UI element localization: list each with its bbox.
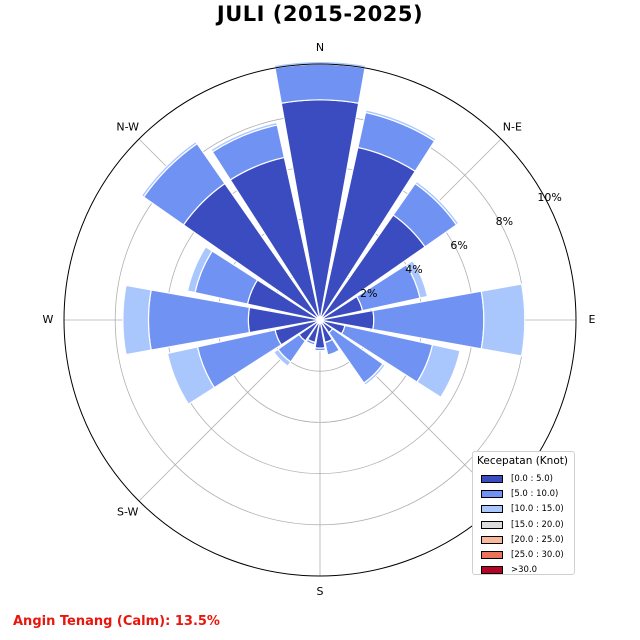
bar-NW-2 — [140, 140, 198, 198]
legend-item: [20.0 : 25.0) — [477, 532, 570, 547]
legend-swatch — [481, 520, 503, 529]
legend-label: >30.0 — [511, 565, 538, 576]
legend: Kecepatan (Knot) [0.0 : 5.0) [5.0 : 10.0)… — [472, 451, 575, 575]
legend-label: [15.0 : 20.0) — [511, 519, 564, 530]
radial-tick-labels: 2% 4% 6% 8% 10% — [360, 191, 562, 300]
bar-S-1 — [313, 347, 327, 352]
legend-label: [5.0 : 10.0) — [511, 488, 559, 499]
legend-swatch — [481, 535, 503, 544]
bar-WSW-2 — [166, 346, 216, 406]
bar-E-2 — [480, 283, 526, 357]
legend-swatch — [481, 505, 503, 514]
direction-label-N-W: N-W — [116, 121, 139, 134]
wind-rose-bars — [122, 60, 526, 406]
radial-tick-label: 8% — [496, 215, 513, 228]
direction-label-N: N — [316, 41, 324, 54]
legend-item: [0.0 : 5.0) — [477, 471, 570, 486]
direction-label-S: S — [317, 585, 324, 598]
direction-label-E: E — [589, 313, 596, 326]
legend-item: [10.0 : 15.0) — [477, 502, 570, 517]
bar-ENE-2 — [405, 259, 429, 299]
bar-W-2 — [122, 284, 152, 356]
polar-frame — [63, 63, 577, 577]
legend-swatch — [481, 489, 503, 498]
bar-N-1 — [274, 63, 366, 104]
legend-swatch — [481, 551, 503, 560]
bar-SW-2 — [272, 348, 292, 368]
legend-swatch — [481, 474, 503, 483]
legend-swatch — [481, 566, 503, 575]
legend-label: [10.0 : 15.0) — [511, 504, 564, 515]
direction-label-S-W: S-W — [117, 505, 139, 518]
legend-item: [5.0 : 10.0) — [477, 486, 570, 501]
radial-tick-label: 4% — [405, 263, 422, 276]
legend-item: [15.0 : 20.0) — [477, 517, 570, 532]
bar-WNW-2 — [186, 246, 214, 294]
chart-title: JULI (2015-2025) — [216, 2, 424, 26]
bar-SE-2 — [363, 363, 386, 386]
legend-label: [0.0 : 5.0) — [511, 473, 553, 484]
calm-note: Angin Tenang (Calm): 13.5% — [13, 614, 220, 629]
bar-NNW-2 — [210, 121, 278, 153]
direction-label-N-E: N-E — [503, 121, 522, 134]
bar-NNE-2 — [364, 109, 437, 142]
legend-item: >30.0 — [477, 563, 570, 578]
bar-ESE-2 — [416, 343, 461, 399]
bar-NE-2 — [414, 180, 460, 226]
radial-tick-label: 10% — [537, 191, 561, 204]
radial-tick-label: 6% — [450, 239, 467, 252]
legend-label: [25.0 : 30.0) — [511, 550, 564, 561]
radial-tick-label: 2% — [360, 287, 377, 300]
legend-title: Kecepatan (Knot) — [477, 455, 568, 467]
direction-label-W: W — [43, 313, 54, 326]
legend-item: [25.0 : 30.0) — [477, 547, 570, 562]
bar-SSW-1 — [305, 338, 316, 346]
legend-label: [20.0 : 25.0) — [511, 534, 564, 545]
bar-SSE-1 — [324, 338, 341, 356]
